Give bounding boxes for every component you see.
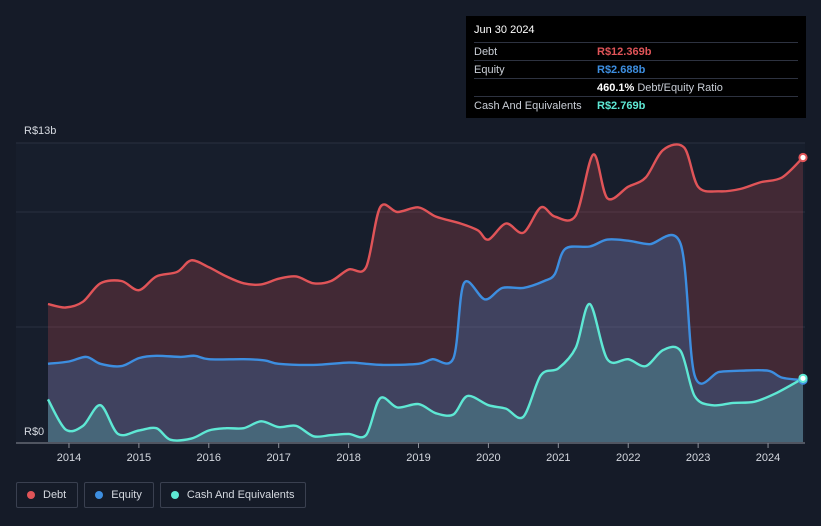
tooltip-cash-label: Cash And Equivalents: [474, 99, 582, 112]
x-tick-label: 2017: [266, 452, 290, 464]
tooltip-equity-label: Equity: [474, 63, 505, 76]
legend-equity-dot-icon: [95, 491, 104, 499]
x-tick-label: 2022: [616, 452, 640, 464]
plot-background: [16, 143, 805, 442]
legend-item-debt[interactable]: Debt: [16, 482, 79, 508]
grid-lines: [16, 142, 805, 328]
series-area-equity: [48, 234, 803, 442]
tooltip-row-ratio: 460.1% Debt/Equity Ratio: [474, 78, 798, 96]
series-areas: [48, 144, 803, 442]
tooltip-row-equity: Equity R$2.688b: [474, 60, 798, 78]
legend-debt-dot-icon: [27, 491, 35, 499]
tooltip-row-cash: Cash And Equivalents R$2.769b: [474, 96, 798, 114]
tooltip-equity-value: R$2.688b: [597, 63, 646, 76]
series-line-debt: [47, 143, 804, 309]
x-tick-label: 2016: [197, 452, 221, 464]
tooltip-cash-value: R$2.769b: [597, 99, 646, 112]
x-tick-label: 2020: [476, 452, 500, 464]
x-tick-label: 2023: [686, 452, 710, 464]
legend-item-equity[interactable]: Equity: [84, 482, 154, 508]
tooltip-panel: Jun 30 2024 Debt R$12.369b Equity R$2.68…: [466, 16, 806, 118]
x-tick-label: 2021: [546, 452, 570, 464]
legend: Debt Equity Cash And Equivalents: [16, 482, 307, 510]
x-tick-label: 2015: [127, 452, 151, 464]
x-tick-label: 2014: [57, 452, 81, 464]
legend-cash-dot-icon: [170, 491, 179, 499]
tooltip-ratio-label: Debt/Equity Ratio: [637, 81, 723, 94]
x-axis-ticks: 2014 2015 2016 2017 2018 2019 2020 2021 2022 2023…: [57, 443, 780, 464]
series-line-equity: [47, 233, 804, 385]
tooltip-debt-label: Debt: [474, 45, 498, 58]
series-line-cash: [46, 302, 804, 442]
tooltip-date: Jun 30 2024: [474, 24, 535, 36]
series-area-cash: [48, 303, 803, 442]
x-tick-label: 2024: [756, 452, 780, 464]
end-marker-cash: [798, 373, 808, 383]
legend-cash-label: Cash And Equivalents: [186, 489, 295, 501]
tooltip-row-debt: Debt R$12.369b: [474, 42, 798, 60]
end-marker-debt: [798, 152, 808, 163]
y-axis-bottom-label: R$0: [24, 426, 44, 438]
plot-area: [16, 143, 805, 442]
legend-equity-label: Equity: [111, 489, 142, 501]
tooltip-ratio-value: 460.1%: [597, 81, 635, 94]
x-tick-label: 2019: [406, 452, 430, 464]
series-area-debt: [48, 144, 803, 442]
series-lines: [46, 143, 804, 442]
tooltip-debt-value: R$12.369b: [597, 45, 652, 58]
x-tick-label: 2018: [336, 452, 360, 464]
y-axis-top-label: R$13b: [24, 125, 56, 137]
legend-debt-label: Debt: [43, 489, 67, 501]
legend-item-cash[interactable]: Cash And Equivalents: [159, 482, 307, 508]
end-markers: [798, 152, 808, 385]
